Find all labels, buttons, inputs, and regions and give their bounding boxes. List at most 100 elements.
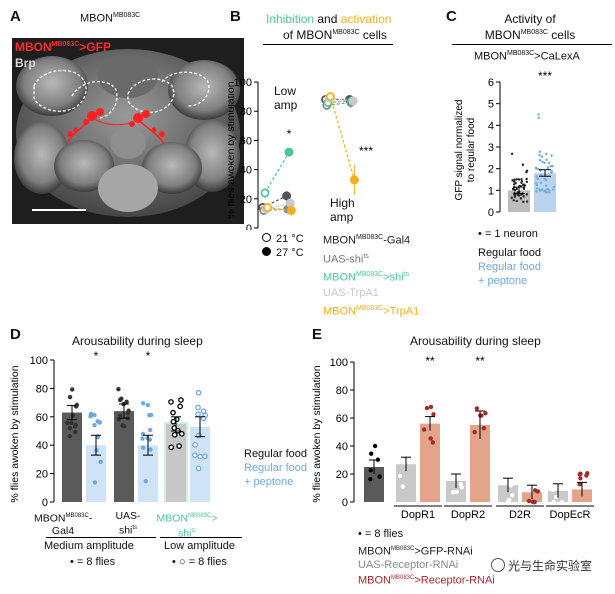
legend-gal4-suffix: -Gal4 xyxy=(383,234,411,247)
fly-dot xyxy=(178,397,184,403)
fly-dot xyxy=(455,474,461,479)
neuron-dot xyxy=(548,191,551,194)
panel-c-legend-neuron: • = 1 neuron xyxy=(478,228,538,240)
panel-c-title: Activity of MBONMB083C cells xyxy=(470,12,590,42)
fly-dot xyxy=(368,451,374,456)
bar xyxy=(138,445,158,502)
bar xyxy=(534,173,556,212)
legend-uas-shi-main: UAS-shi xyxy=(323,253,364,266)
fly-dot xyxy=(200,415,207,422)
neuron-dot xyxy=(538,189,542,192)
panel-a-title-main: MBON xyxy=(80,12,113,25)
panel-c-cat-regular: Regular food xyxy=(478,247,541,259)
y-tick-label: 2 xyxy=(488,164,494,176)
neuron-dot xyxy=(546,166,550,169)
neuron-dot xyxy=(545,184,548,187)
panel-d-food-peptone-2: + peptone xyxy=(244,476,294,488)
neuron-dot xyxy=(519,197,523,200)
panel-c-subtitle: MBONMB083C>CaLexA xyxy=(474,50,580,63)
data-point xyxy=(325,92,335,102)
fly-dot xyxy=(577,472,582,477)
y-tick-label: 6 xyxy=(488,77,494,89)
legend-mbon-receptor: MBONMB083C>Receptor-RNAi xyxy=(358,572,495,588)
fly-dot xyxy=(73,404,79,409)
fly-dot xyxy=(120,423,125,428)
neuron-dot xyxy=(525,200,529,203)
group-label: D2R xyxy=(509,509,531,521)
fly-dot xyxy=(195,404,201,411)
fly-dot xyxy=(65,420,70,426)
legend-gfp-rnai-suffix: >GFP-RNAi xyxy=(414,545,473,558)
fly-dot xyxy=(168,399,174,405)
neuron-dot xyxy=(545,191,548,194)
data-point xyxy=(286,205,296,215)
panel-e-chart: 0 20 40 60 80 100 % flies awoken by stimulatio… xyxy=(312,354,594,521)
neuron-dot xyxy=(536,177,540,181)
panel-d-food-regular: Regular food xyxy=(244,448,307,460)
panel-c-chart: 0 1 2 3 4 5 6 GFP signal normalized to regular f… xyxy=(454,69,556,219)
neuron-dot xyxy=(538,154,541,157)
fly-dot xyxy=(147,437,153,442)
fly-dot xyxy=(140,436,145,441)
panel-c-title-line2: MBONMB083C cells xyxy=(470,26,590,42)
legend-mbon-shi-sup2: ts xyxy=(403,271,410,279)
panel-e-ylabel: % flies awoken by stimulation xyxy=(312,365,323,502)
fly-dot xyxy=(97,420,102,425)
neuron-dot xyxy=(549,165,552,168)
title-activation: activation xyxy=(340,12,392,26)
fly-dot xyxy=(171,431,178,438)
legend-gfp-rnai-sup: MB083C xyxy=(391,546,415,552)
fly-dot xyxy=(508,483,513,488)
neuron-dot xyxy=(522,195,525,198)
y-tick-label: 20 xyxy=(336,469,348,481)
sig-low: * xyxy=(287,127,292,141)
panel-e-letter: E xyxy=(312,326,323,343)
neuron-dot xyxy=(552,185,556,189)
xlabel-shi-main: MBON xyxy=(156,512,189,525)
panel-d-food-peptone-1: Regular food xyxy=(244,462,307,474)
fly-dot xyxy=(170,409,176,416)
xlabel-uas-line1: UAS- xyxy=(115,510,141,522)
fly-dot xyxy=(502,465,508,470)
y-tick-label: 0 xyxy=(488,207,494,219)
fly-dot xyxy=(481,426,487,431)
fly-dot xyxy=(577,482,582,487)
neuron-dot xyxy=(525,193,529,196)
neuron-dot xyxy=(515,178,518,181)
neuron-dot xyxy=(522,187,526,190)
fly-dot xyxy=(141,445,146,450)
neuron-dot xyxy=(535,175,538,178)
neuron-dot xyxy=(512,199,515,202)
fly-dot xyxy=(92,412,97,418)
y-tick-label: 100 xyxy=(30,355,48,367)
low-amp-line1: Low xyxy=(274,84,297,98)
panel-d-chart: 0 20 40 60 80 100 % flies awoken by stimulatio… xyxy=(9,349,210,509)
gfp-label-suffix: >GFP xyxy=(79,40,111,54)
fly-dot xyxy=(428,436,433,441)
neuron-dot xyxy=(521,200,525,204)
neuron-dot xyxy=(540,155,544,158)
panel-b-ylabel: % flies awoken by stimulation xyxy=(228,81,237,218)
fly-dot xyxy=(531,499,537,505)
fly-dot xyxy=(201,453,208,460)
sig-d2: * xyxy=(146,349,151,363)
y-tick-label: 20 xyxy=(240,194,252,206)
y-tick-label: 20 xyxy=(36,469,48,481)
brp-label: Brp xyxy=(15,56,36,70)
wechat-icon xyxy=(491,558,505,572)
series-line xyxy=(264,151,290,194)
panel-e-title: Arousability during sleep xyxy=(410,334,541,348)
fly-dot xyxy=(454,489,460,495)
neuron-dot xyxy=(552,188,555,191)
fly-dot xyxy=(550,487,556,493)
fly-dot xyxy=(70,413,76,418)
neuron-dot xyxy=(548,189,551,192)
legend-uas-shi-sup: ts xyxy=(363,252,369,260)
y-tick-label: 40 xyxy=(336,441,348,453)
fly-dot xyxy=(117,413,123,418)
xlabel-shi-line2: shi xyxy=(177,527,192,539)
legend-mbon-trpa1: MBONMB083C>TrpA1 xyxy=(323,301,419,320)
fly-dot xyxy=(92,480,98,485)
y-tick-label: 5 xyxy=(488,99,494,111)
